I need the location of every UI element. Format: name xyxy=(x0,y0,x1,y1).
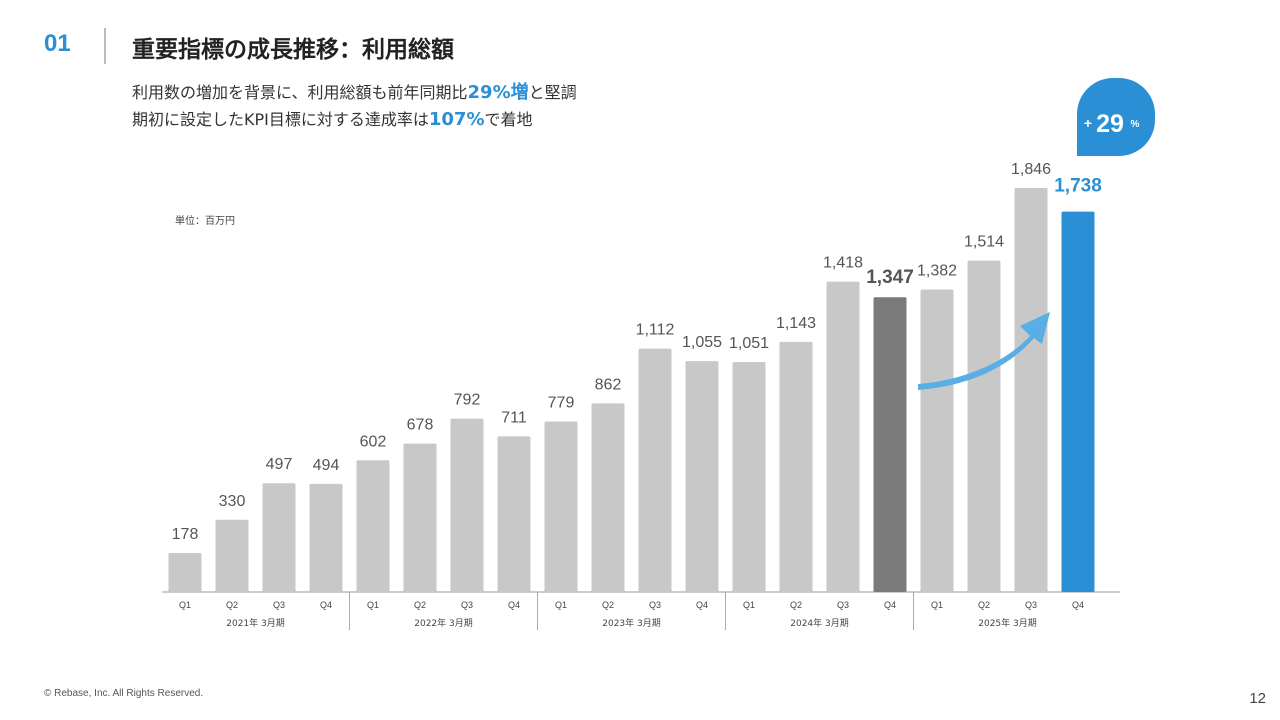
page-number: 12 xyxy=(1249,690,1266,707)
x-group-label: 2022年 3月期 xyxy=(414,617,473,629)
x-tick-label: Q3 xyxy=(837,600,849,610)
summary-line-1-prefix: 利用数の増加を背景に、利用総額も前年同期比 xyxy=(132,83,468,102)
x-tick-label: Q2 xyxy=(978,600,990,610)
x-tick-label: Q4 xyxy=(884,600,896,610)
growth-badge-unit: % xyxy=(1131,119,1140,130)
x-tick-label: Q3 xyxy=(649,600,661,610)
bar xyxy=(1061,211,1095,592)
growth-badge-value: 29 xyxy=(1096,110,1124,138)
growth-badge-plus: + xyxy=(1084,115,1092,131)
bar xyxy=(262,483,296,592)
x-tick-label: Q1 xyxy=(367,600,379,610)
copyright: © Rebase, Inc. All Rights Reserved. xyxy=(44,688,204,699)
x-tick-label: Q2 xyxy=(790,600,802,610)
summary-line-2: 期初に設定したKPI目標に対する達成率は107%で着地 xyxy=(132,106,533,130)
bar-value-label: 1,418 xyxy=(823,255,863,272)
bar xyxy=(450,418,484,592)
bar-value-label: 1,347 xyxy=(866,267,914,288)
x-tick-label: Q1 xyxy=(931,600,943,610)
x-tick-label: Q3 xyxy=(1025,600,1037,610)
x-tick-label: Q2 xyxy=(602,600,614,610)
bar xyxy=(873,297,907,592)
title-divider xyxy=(104,28,106,64)
bar xyxy=(967,260,1001,592)
bar-value-label: 792 xyxy=(454,392,481,409)
x-tick-label: Q1 xyxy=(179,600,191,610)
x-tick-label: Q3 xyxy=(273,600,285,610)
x-tick-label: Q1 xyxy=(555,600,567,610)
bar xyxy=(920,289,954,592)
x-group-label: 2025年 3月期 xyxy=(978,617,1037,629)
section-number: 01 xyxy=(44,30,71,57)
bar xyxy=(1014,188,1048,592)
bar-value-label: 494 xyxy=(313,457,340,474)
summary-line-1-suffix: と堅調 xyxy=(528,83,577,102)
x-tick-label: Q3 xyxy=(461,600,473,610)
growth-badge-shape xyxy=(1077,78,1155,156)
bar-value-label: 711 xyxy=(501,409,527,426)
bar-value-label: 1,382 xyxy=(917,263,957,280)
bar xyxy=(403,443,437,592)
bar xyxy=(309,483,343,592)
summary-line-2-suffix: で着地 xyxy=(484,110,533,129)
x-tick-label: Q4 xyxy=(1072,600,1084,610)
growth-badge: + 29 % xyxy=(1077,78,1155,156)
bar xyxy=(215,519,249,592)
bar xyxy=(779,341,813,592)
bar xyxy=(826,281,860,592)
summary-line-1: 利用数の増加を背景に、利用総額も前年同期比29%増と堅調 xyxy=(132,78,577,104)
summary-line-1-highlight: 29%増 xyxy=(467,82,529,103)
x-group-label: 2023年 3月期 xyxy=(602,617,661,629)
bar-value-label: 1,051 xyxy=(729,335,769,352)
bar-value-label: 497 xyxy=(266,456,293,473)
bar xyxy=(168,553,202,592)
x-tick-label: Q2 xyxy=(414,600,426,610)
x-tick-label: Q4 xyxy=(508,600,520,610)
x-group-label: 2024年 3月期 xyxy=(790,617,849,629)
bar-value-label: 678 xyxy=(407,417,434,434)
bar-value-label: 1,112 xyxy=(636,322,675,339)
bar xyxy=(732,361,766,592)
x-tick-label: Q4 xyxy=(696,600,708,610)
bar-value-label: 330 xyxy=(219,493,246,510)
bar-value-label: 178 xyxy=(172,526,199,543)
summary-line-2-highlight: 107% xyxy=(428,109,485,130)
bar-value-label: 1,514 xyxy=(964,234,1004,251)
bar-value-label: 779 xyxy=(548,395,575,412)
bar xyxy=(497,436,531,592)
bar xyxy=(638,348,672,592)
bar xyxy=(356,460,390,592)
unit-label: 単位：百万円 xyxy=(175,216,235,227)
bar xyxy=(685,361,719,592)
bar-value-label: 1,846 xyxy=(1011,161,1051,178)
summary-line-2-prefix: 期初に設定したKPI目標に対する達成率は xyxy=(132,110,429,129)
x-tick-label: Q4 xyxy=(320,600,332,610)
page-title: 重要指標の成長推移：利用総額 xyxy=(132,37,454,63)
bar-value-label: 602 xyxy=(360,433,387,450)
bar xyxy=(591,403,625,592)
x-group-label: 2021年 3月期 xyxy=(226,617,285,629)
bar-value-label: 1,055 xyxy=(682,334,722,351)
bar-value-label: 862 xyxy=(595,376,622,393)
x-tick-label: Q2 xyxy=(226,600,238,610)
bar-value-label: 1,143 xyxy=(776,315,816,332)
bar xyxy=(544,421,578,592)
x-tick-label: Q1 xyxy=(743,600,755,610)
growth-arrow xyxy=(918,312,1050,390)
bar-value-label: 1,738 xyxy=(1054,176,1102,197)
